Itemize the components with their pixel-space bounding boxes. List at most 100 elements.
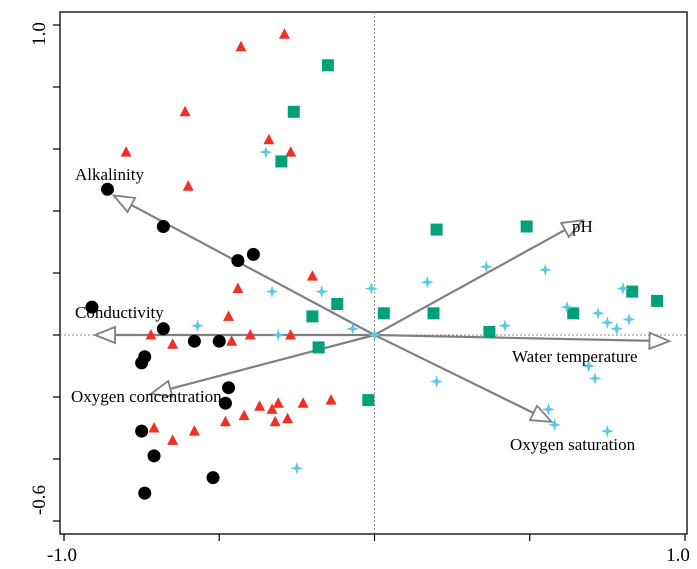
star-point [364, 282, 378, 295]
triangle-point [282, 412, 294, 424]
star-point [560, 300, 574, 314]
vector-arrowhead-oxygen-saturation [528, 404, 554, 423]
star-point [582, 359, 596, 373]
square-point [626, 285, 639, 298]
star-point [368, 328, 381, 342]
square-point [427, 307, 440, 320]
triangle-point [244, 329, 256, 340]
circle-point [218, 396, 232, 410]
star-point [616, 282, 630, 295]
triangle-point [263, 133, 275, 145]
circle-point [156, 220, 170, 233]
star-point [541, 402, 555, 416]
star-point [259, 145, 273, 159]
circle-point [100, 182, 114, 196]
circle-point [147, 449, 161, 463]
triangle-point [266, 403, 278, 414]
triangle-point [235, 40, 247, 52]
star-point [591, 306, 605, 320]
triangle-point [232, 282, 244, 293]
triangle-point [297, 397, 309, 408]
star-point [588, 371, 602, 385]
triangle-point [182, 180, 194, 191]
circle-point [206, 471, 220, 485]
triangle-point [167, 338, 179, 349]
x-tick-label-right: 1.0 [666, 545, 690, 566]
square-point [377, 307, 390, 320]
triangle-point [167, 434, 179, 445]
star-point [271, 328, 285, 342]
circle-point [85, 300, 99, 314]
triangle-point [226, 335, 238, 346]
x-tick-label-left: -1.0 [47, 545, 77, 566]
vector-label-conductivity: Conductivity [75, 303, 164, 322]
triangle-point [325, 394, 337, 405]
star-point [346, 322, 360, 336]
triangle-point [278, 28, 290, 39]
vector-labels: Alkalinity pH Conductivity Water temperatur… [71, 165, 638, 454]
square-point [483, 325, 496, 338]
vector-label-alkalinity: Alkalinity [75, 165, 144, 184]
circle-point [187, 334, 201, 348]
star-point [315, 285, 329, 299]
vector-water-temperature [374, 333, 650, 342]
axis-ticks [53, 24, 686, 541]
axis-tick-labels: 1.0 -0.6 -1.0 1.0 [29, 22, 690, 566]
square-point [567, 307, 580, 320]
triangle-point [285, 146, 297, 157]
circle-point [222, 381, 236, 395]
triangle-point [269, 415, 281, 427]
circle-point [246, 247, 260, 261]
square-point [430, 223, 443, 236]
circle-point [231, 254, 245, 268]
star-point [430, 375, 444, 388]
square-point [520, 220, 533, 233]
triangle-point [188, 425, 200, 436]
vector-oxygen-concentration [169, 333, 375, 390]
square-point [275, 155, 288, 168]
vector-alkalinity [130, 203, 376, 336]
square-point [312, 341, 325, 354]
vector-arrowhead-alkalinity [111, 194, 137, 214]
star-point [498, 319, 512, 333]
star-point [538, 263, 552, 277]
circle-point [156, 322, 170, 336]
circle-point [135, 424, 149, 438]
star-point [191, 319, 204, 333]
star-point [479, 260, 493, 274]
star-point [600, 316, 614, 330]
triangle-point [145, 329, 157, 340]
y-tick-label-top: 1.0 [29, 22, 50, 46]
triangle-point [306, 270, 318, 281]
vector-arrowhead-ph [559, 219, 585, 239]
circle-point [138, 486, 152, 500]
vector-label-oxygen-concentration: Oxygen concentration [71, 387, 222, 406]
triangle-point [120, 146, 132, 157]
vector-oxygen-saturation [374, 334, 535, 414]
vector-ph [373, 228, 566, 336]
vector-arrows [92, 194, 672, 423]
star-point [265, 285, 279, 299]
triangle-point [219, 415, 231, 427]
circle-point [135, 356, 149, 370]
star-point [420, 275, 434, 289]
triangle-point [272, 397, 284, 408]
vector-label-oxygen-saturation: Oxygen saturation [510, 435, 636, 454]
triangle-point [223, 310, 235, 321]
square-point [651, 294, 664, 307]
vector-arrowhead-conductivity [92, 325, 116, 345]
star-point [610, 322, 624, 336]
triangle-point [238, 409, 250, 421]
sample-points [85, 28, 664, 500]
vector-label-ph: pH [572, 217, 593, 236]
vector-arrowhead-water-temperature [648, 331, 672, 351]
star-point [600, 424, 614, 438]
triangle-point [285, 329, 297, 340]
star-point [548, 418, 562, 432]
square-point [362, 394, 375, 407]
star-point [290, 461, 304, 475]
triangle-point [148, 422, 160, 433]
circle-point [212, 334, 226, 348]
y-tick-label-bottom: -0.6 [29, 485, 50, 515]
vector-arrowhead-oxygen-concentration [148, 379, 174, 398]
